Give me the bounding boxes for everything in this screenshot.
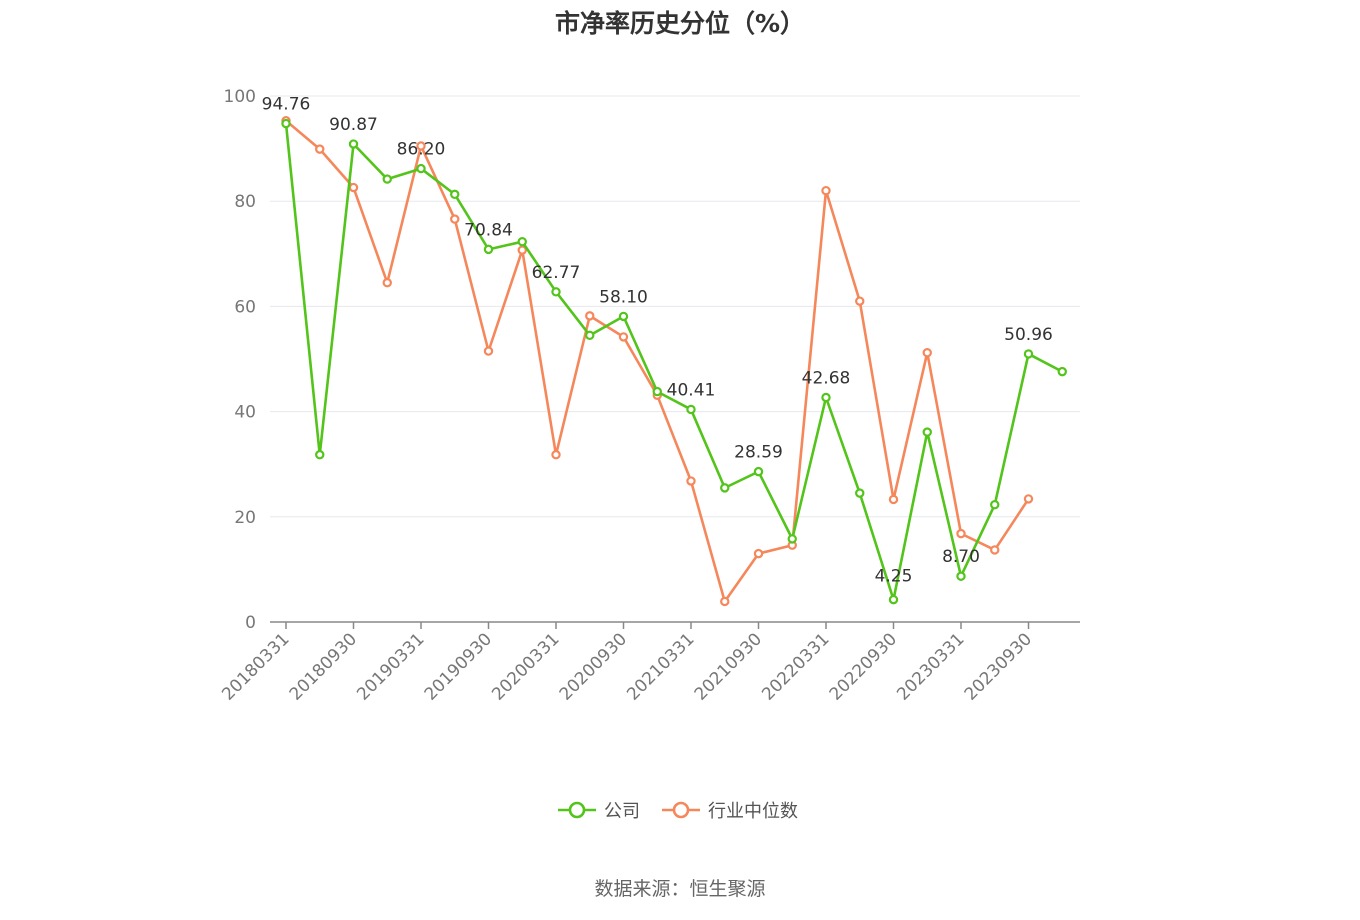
data-point[interactable]: [956, 571, 966, 581]
chart-title: 市净率历史分位（%）: [554, 9, 806, 38]
data-point[interactable]: [1023, 494, 1034, 504]
source-note: 数据来源：恒生聚源: [594, 878, 766, 900]
data-point[interactable]: [753, 548, 764, 559]
x-tick-label: 20230331: [893, 629, 968, 704]
legend-label: 行业中位数: [708, 801, 798, 822]
data-point[interactable]: [348, 182, 359, 193]
data-point[interactable]: [922, 347, 932, 358]
y-tick-label: 100: [224, 87, 256, 107]
series-0: [281, 118, 1067, 605]
x-tick-label: 20220930: [826, 629, 901, 704]
data-point[interactable]: [686, 404, 696, 415]
data-label: 4.25: [875, 567, 913, 587]
data-point[interactable]: [753, 466, 764, 477]
x-tick-label: 20230930: [961, 629, 1036, 704]
x-tick-label: 20190331: [353, 629, 428, 704]
data-point[interactable]: [315, 450, 325, 460]
data-point[interactable]: [720, 596, 730, 607]
data-point[interactable]: [821, 392, 831, 403]
y-tick-label: 0: [245, 613, 256, 633]
y-tick-label: 80: [234, 192, 256, 212]
data-label: 8.70: [942, 547, 980, 567]
data-point[interactable]: [382, 174, 392, 184]
series-layer: [281, 116, 1067, 607]
grid-layer: [270, 95, 1080, 518]
data-point[interactable]: [551, 287, 561, 297]
legend: 公司 行业中位数: [558, 801, 798, 822]
data-point[interactable]: [348, 139, 359, 149]
data-point[interactable]: [1057, 366, 1067, 377]
data-point[interactable]: [382, 278, 392, 288]
data-point[interactable]: [652, 386, 662, 397]
data-point[interactable]: [922, 427, 932, 437]
x-tick-label: 20200331: [488, 629, 563, 704]
legend-marker: [672, 801, 690, 819]
x-tick-label: 20210331: [623, 629, 698, 704]
data-label: 62.77: [532, 263, 581, 283]
data-point[interactable]: [990, 545, 1000, 555]
data-point[interactable]: [450, 189, 460, 200]
data-point[interactable]: [720, 483, 730, 493]
series-line: [284, 123, 1063, 601]
data-point[interactable]: [483, 346, 494, 356]
x-tick-label: 20210930: [691, 629, 766, 704]
legend-item-0[interactable]: 公司: [558, 801, 640, 822]
legend-item-1[interactable]: 行业中位数: [662, 801, 798, 822]
data-label-layer: 94.76 90.87 86.20 70.84 62.77 58.10 40.41 28.59…: [262, 95, 1053, 587]
data-label: 90.87: [329, 115, 378, 135]
y-tick-label: 60: [234, 297, 256, 317]
data-point[interactable]: [416, 141, 426, 151]
data-point[interactable]: [585, 330, 595, 341]
data-point[interactable]: [517, 245, 527, 255]
data-label: 40.41: [667, 380, 716, 400]
data-point[interactable]: [281, 118, 291, 129]
data-point[interactable]: [787, 534, 797, 544]
legend-marker: [568, 801, 586, 819]
data-point[interactable]: [888, 494, 899, 505]
data-label: 42.68: [802, 369, 851, 389]
data-point[interactable]: [990, 500, 1000, 510]
y-tick-label: 40: [234, 403, 256, 423]
data-point[interactable]: [551, 450, 561, 460]
data-point[interactable]: [686, 476, 696, 486]
data-point[interactable]: [618, 332, 629, 342]
data-label: 86.20: [397, 140, 446, 160]
x-tick-label: 20220331: [758, 629, 833, 704]
data-point[interactable]: [517, 237, 527, 247]
data-label: 58.10: [599, 287, 648, 307]
data-label: 28.59: [734, 443, 783, 463]
data-point[interactable]: [855, 296, 865, 306]
data-point[interactable]: [821, 185, 831, 196]
data-point[interactable]: [855, 488, 865, 498]
data-label: 94.76: [262, 95, 311, 115]
x-tick-label: 20200930: [556, 629, 631, 704]
x-tick-label: 20180331: [218, 629, 293, 704]
data-point[interactable]: [416, 163, 426, 174]
legend-label: 公司: [604, 801, 640, 822]
data-point[interactable]: [450, 214, 460, 224]
data-point[interactable]: [618, 311, 629, 322]
data-label: 50.96: [1004, 325, 1053, 345]
data-point[interactable]: [585, 311, 595, 321]
data-label: 70.84: [464, 220, 513, 240]
data-point[interactable]: [956, 528, 966, 539]
y-tick-label: 20: [234, 508, 256, 528]
data-point[interactable]: [483, 244, 494, 255]
x-tick-label: 20180930: [286, 629, 361, 704]
x-tick-label: 20190930: [421, 629, 496, 704]
data-point[interactable]: [1023, 349, 1034, 359]
data-point[interactable]: [315, 144, 325, 154]
series-line: [285, 119, 1030, 603]
series-1: [281, 116, 1034, 607]
data-point[interactable]: [888, 594, 899, 605]
